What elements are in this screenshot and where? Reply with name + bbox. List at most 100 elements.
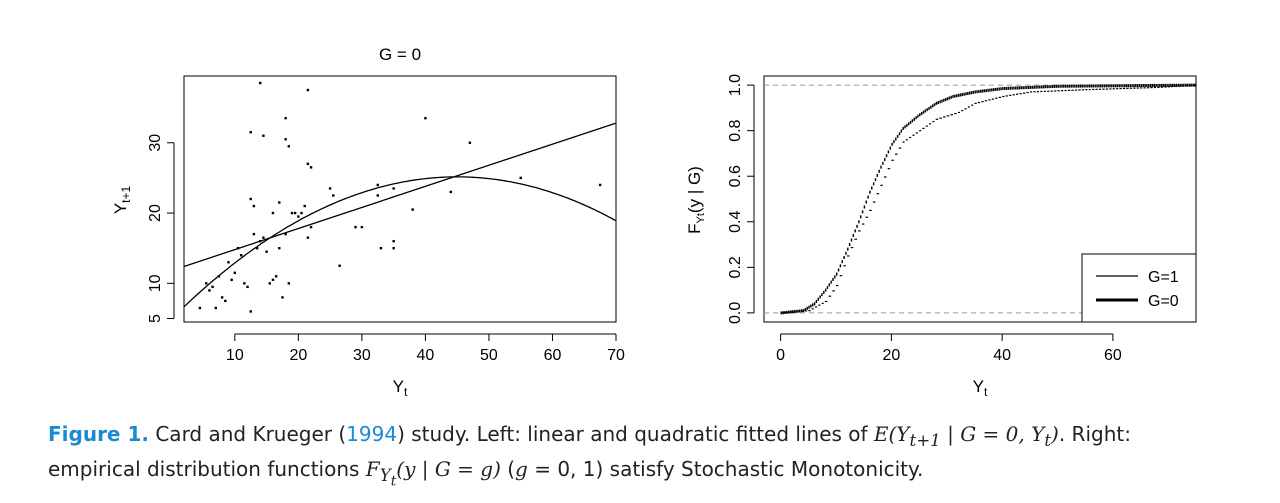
scatter-point [379, 247, 383, 250]
scatter-point [598, 183, 602, 187]
left-plot-frame [183, 75, 617, 323]
legend-g0-label: G=0 [1148, 293, 1179, 310]
right-ecdf-panel: 0 20 40 60 0.0 0.2 0.4 0.6 0.8 1.0 G=1 G=0 Yt FY… [685, 74, 1197, 399]
scatter-point [328, 187, 332, 190]
caption-text-2b: ( [500, 457, 516, 481]
figure-caption: Figure 1. Card and Krueger (1994) study.… [48, 420, 1268, 495]
caption-line-2: empirical distribution functions FYt(y |… [48, 455, 1268, 495]
left-x-tick-label: 70 [607, 347, 625, 364]
scatter-point [265, 250, 268, 253]
scatter-point [262, 236, 265, 239]
legend: G=1 G=0 [1081, 253, 1197, 323]
caption-line-1: Figure 1. Card and Krueger (1994) study.… [48, 420, 1268, 455]
ecdf-series-G=0 [780, 83, 1196, 315]
left-x-axis: 10 20 30 40 50 60 70 [226, 333, 625, 364]
left-chart-title: G = 0 [379, 45, 421, 64]
left-x-tick-label: 30 [353, 347, 371, 364]
scatter-point [297, 215, 300, 218]
right-y-tick-label: 0.6 [727, 165, 744, 187]
scatter-point [411, 208, 414, 211]
left-y-axis-title: Yt+1 [111, 185, 133, 214]
figure-label: Figure 1. [48, 422, 149, 446]
scatter-point [239, 254, 243, 257]
scatter-point [306, 88, 310, 92]
left-scatter-panel: G = 0 10 20 30 40 50 60 70 5 10 20 30 Yt Yt+1 [111, 45, 625, 399]
scatter-point [262, 134, 265, 137]
scatter-point [271, 211, 275, 215]
linear-fit-line [183, 122, 617, 268]
left-y-tick-label: 20 [147, 204, 164, 222]
scatter-point [230, 278, 233, 282]
right-y-tick-label: 0.0 [727, 302, 744, 324]
caption-text-1b: ) study. Left: linear and quadratic fitt… [397, 422, 874, 446]
scatter-point [274, 275, 278, 278]
scatter-point [233, 271, 237, 274]
scatter-point [278, 201, 281, 204]
quadratic-fit-curve [183, 176, 617, 308]
scatter-point [220, 296, 224, 299]
left-x-tick-label: 10 [226, 347, 244, 364]
scatter-point [284, 116, 287, 120]
legend-box [1081, 253, 1197, 323]
scatter-point [198, 306, 202, 310]
scatter-point [449, 190, 453, 194]
left-y-tick-label: 30 [147, 134, 164, 152]
left-y-tick-label: 5 [147, 314, 164, 323]
scatter-point [211, 285, 214, 289]
caption-text-1a: Card and Krueger ( [148, 422, 347, 446]
scatter-point [338, 264, 341, 267]
scatter-point [268, 282, 271, 285]
caption-text-2c: = 0, 1) satisfy Stochastic Monotonicity. [527, 457, 924, 481]
scatter-point [332, 194, 335, 197]
scatter-point [376, 183, 379, 187]
right-x-tick-label: 0 [776, 347, 785, 364]
scatter-point [249, 197, 252, 201]
caption-formula-1: E(Yt+1 | G = 0, Yt) [873, 422, 1059, 450]
caption-text-1c: . Right: [1058, 422, 1131, 446]
scatter-point [214, 306, 217, 310]
scatter-point [205, 282, 208, 285]
scatter-point [227, 261, 230, 264]
right-x-axis: 0 20 40 60 [776, 333, 1122, 364]
right-x-tick-label: 40 [993, 347, 1011, 364]
citation-year-link[interactable]: 1994 [346, 422, 398, 446]
right-y-tick-label: 0.2 [727, 256, 744, 278]
left-y-axis: 5 10 20 30 [147, 134, 175, 323]
scatter-point [224, 299, 227, 303]
scatter-point [249, 310, 252, 313]
scatter-point [392, 247, 395, 250]
legend-g1-label: G=1 [1148, 269, 1179, 286]
left-scatter-points [198, 81, 602, 313]
scatter-point [360, 225, 364, 229]
scatter-point [306, 236, 310, 239]
left-x-axis-title: Yt [393, 377, 408, 399]
scatter-point [259, 81, 262, 85]
scatter-point [252, 232, 256, 236]
scatter-point [284, 138, 287, 141]
scatter-point [287, 145, 291, 148]
figure-canvas: G = 0 10 20 30 40 50 60 70 5 10 20 30 Yt Yt+1 0 20… [111, 45, 1197, 399]
scatter-point [300, 211, 303, 215]
right-y-tick-label: 1.0 [727, 74, 744, 96]
scatter-point [303, 204, 306, 208]
left-x-tick-label: 20 [289, 347, 307, 364]
scatter-point [271, 278, 275, 282]
scatter-point [243, 282, 246, 285]
caption-formula-3: g [515, 457, 528, 481]
scatter-point [392, 187, 395, 190]
scatter-point [287, 282, 291, 285]
right-x-tick-label: 20 [882, 347, 900, 364]
scatter-point [519, 176, 522, 180]
left-x-tick-label: 50 [480, 347, 498, 364]
scatter-point [208, 289, 211, 292]
right-y-axis-title: FYt(y | G) [685, 166, 707, 234]
scatter-point [309, 225, 313, 229]
left-x-tick-label: 40 [417, 347, 435, 364]
scatter-point [281, 296, 284, 299]
scatter-point [293, 211, 297, 215]
left-y-tick-label: 10 [147, 274, 164, 292]
scatter-point [246, 285, 249, 289]
ecdf-series [780, 83, 1196, 315]
right-y-axis: 0.0 0.2 0.4 0.6 0.8 1.0 [727, 74, 755, 324]
scatter-point [278, 247, 281, 250]
